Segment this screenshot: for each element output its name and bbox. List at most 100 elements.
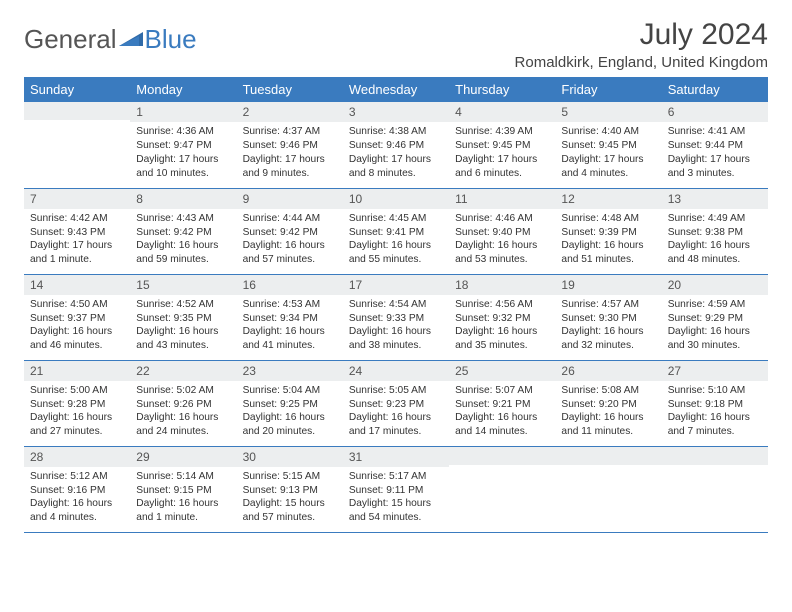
sunrise-text: Sunrise: 4:57 AM bbox=[561, 298, 655, 312]
day-content: Sunrise: 4:45 AMSunset: 9:41 PMDaylight:… bbox=[343, 209, 449, 271]
sunset-text: Sunset: 9:25 PM bbox=[243, 398, 337, 412]
day-number bbox=[555, 447, 661, 465]
day-number: 21 bbox=[24, 361, 130, 381]
sunrise-text: Sunrise: 4:54 AM bbox=[349, 298, 443, 312]
day-number: 28 bbox=[24, 447, 130, 467]
weekday-header: Wednesday bbox=[343, 77, 449, 102]
weekday-header: Monday bbox=[130, 77, 236, 102]
daylight-text: Daylight: 17 hours and 10 minutes. bbox=[136, 153, 230, 181]
daylight-text: Daylight: 16 hours and 55 minutes. bbox=[349, 239, 443, 267]
daylight-text: Daylight: 16 hours and 24 minutes. bbox=[136, 411, 230, 439]
calendar-day-cell: 18Sunrise: 4:56 AMSunset: 9:32 PMDayligh… bbox=[449, 274, 555, 360]
day-number bbox=[24, 102, 130, 120]
calendar-day-cell: 5Sunrise: 4:40 AMSunset: 9:45 PMDaylight… bbox=[555, 102, 661, 188]
daylight-text: Daylight: 16 hours and 17 minutes. bbox=[349, 411, 443, 439]
sunrise-text: Sunrise: 5:00 AM bbox=[30, 384, 124, 398]
daylight-text: Daylight: 16 hours and 41 minutes. bbox=[243, 325, 337, 353]
day-content: Sunrise: 4:52 AMSunset: 9:35 PMDaylight:… bbox=[130, 295, 236, 357]
day-number: 1 bbox=[130, 102, 236, 122]
weekday-header: Tuesday bbox=[237, 77, 343, 102]
sunrise-text: Sunrise: 4:59 AM bbox=[668, 298, 762, 312]
day-number: 16 bbox=[237, 275, 343, 295]
sunset-text: Sunset: 9:18 PM bbox=[668, 398, 762, 412]
day-content: Sunrise: 4:56 AMSunset: 9:32 PMDaylight:… bbox=[449, 295, 555, 357]
calendar-day-cell: 2Sunrise: 4:37 AMSunset: 9:46 PMDaylight… bbox=[237, 102, 343, 188]
sunset-text: Sunset: 9:21 PM bbox=[455, 398, 549, 412]
day-content: Sunrise: 4:37 AMSunset: 9:46 PMDaylight:… bbox=[237, 122, 343, 184]
calendar-day-cell: 8Sunrise: 4:43 AMSunset: 9:42 PMDaylight… bbox=[130, 188, 236, 274]
daylight-text: Daylight: 16 hours and 57 minutes. bbox=[243, 239, 337, 267]
day-number: 12 bbox=[555, 189, 661, 209]
day-number: 8 bbox=[130, 189, 236, 209]
sunset-text: Sunset: 9:37 PM bbox=[30, 312, 124, 326]
day-number: 17 bbox=[343, 275, 449, 295]
sunrise-text: Sunrise: 4:38 AM bbox=[349, 125, 443, 139]
sunrise-text: Sunrise: 4:37 AM bbox=[243, 125, 337, 139]
sunrise-text: Sunrise: 5:08 AM bbox=[561, 384, 655, 398]
day-content: Sunrise: 4:39 AMSunset: 9:45 PMDaylight:… bbox=[449, 122, 555, 184]
day-number: 13 bbox=[662, 189, 768, 209]
day-number: 4 bbox=[449, 102, 555, 122]
sunset-text: Sunset: 9:42 PM bbox=[136, 226, 230, 240]
day-content: Sunrise: 4:40 AMSunset: 9:45 PMDaylight:… bbox=[555, 122, 661, 184]
sunrise-text: Sunrise: 5:05 AM bbox=[349, 384, 443, 398]
day-content: Sunrise: 5:12 AMSunset: 9:16 PMDaylight:… bbox=[24, 467, 130, 529]
calendar-day-cell: 6Sunrise: 4:41 AMSunset: 9:44 PMDaylight… bbox=[662, 102, 768, 188]
sunrise-text: Sunrise: 4:49 AM bbox=[668, 212, 762, 226]
header: General Blue July 2024 Romaldkirk, Engla… bbox=[24, 18, 768, 71]
day-number: 11 bbox=[449, 189, 555, 209]
sunset-text: Sunset: 9:42 PM bbox=[243, 226, 337, 240]
calendar-day-cell: 11Sunrise: 4:46 AMSunset: 9:40 PMDayligh… bbox=[449, 188, 555, 274]
day-number: 10 bbox=[343, 189, 449, 209]
daylight-text: Daylight: 17 hours and 4 minutes. bbox=[561, 153, 655, 181]
day-number: 31 bbox=[343, 447, 449, 467]
calendar-day-cell: 28Sunrise: 5:12 AMSunset: 9:16 PMDayligh… bbox=[24, 446, 130, 532]
daylight-text: Daylight: 16 hours and 27 minutes. bbox=[30, 411, 124, 439]
daylight-text: Daylight: 16 hours and 7 minutes. bbox=[668, 411, 762, 439]
calendar-day-cell: 13Sunrise: 4:49 AMSunset: 9:38 PMDayligh… bbox=[662, 188, 768, 274]
calendar-week-row: 21Sunrise: 5:00 AMSunset: 9:28 PMDayligh… bbox=[24, 360, 768, 446]
sunset-text: Sunset: 9:13 PM bbox=[243, 484, 337, 498]
sunset-text: Sunset: 9:16 PM bbox=[30, 484, 124, 498]
day-number: 6 bbox=[662, 102, 768, 122]
sunset-text: Sunset: 9:45 PM bbox=[561, 139, 655, 153]
location-label: Romaldkirk, England, United Kingdom bbox=[515, 54, 768, 71]
sunset-text: Sunset: 9:32 PM bbox=[455, 312, 549, 326]
sunrise-text: Sunrise: 4:41 AM bbox=[668, 125, 762, 139]
day-content: Sunrise: 4:50 AMSunset: 9:37 PMDaylight:… bbox=[24, 295, 130, 357]
sunset-text: Sunset: 9:11 PM bbox=[349, 484, 443, 498]
sunrise-text: Sunrise: 4:52 AM bbox=[136, 298, 230, 312]
day-content: Sunrise: 4:36 AMSunset: 9:47 PMDaylight:… bbox=[130, 122, 236, 184]
day-number bbox=[449, 447, 555, 465]
calendar-day-cell: 29Sunrise: 5:14 AMSunset: 9:15 PMDayligh… bbox=[130, 446, 236, 532]
day-number: 3 bbox=[343, 102, 449, 122]
month-title: July 2024 bbox=[515, 18, 768, 52]
daylight-text: Daylight: 17 hours and 9 minutes. bbox=[243, 153, 337, 181]
weekday-header-row: Sunday Monday Tuesday Wednesday Thursday… bbox=[24, 77, 768, 102]
daylight-text: Daylight: 17 hours and 8 minutes. bbox=[349, 153, 443, 181]
calendar-day-cell bbox=[662, 446, 768, 532]
sunrise-text: Sunrise: 4:56 AM bbox=[455, 298, 549, 312]
sunrise-text: Sunrise: 4:43 AM bbox=[136, 212, 230, 226]
calendar-day-cell: 10Sunrise: 4:45 AMSunset: 9:41 PMDayligh… bbox=[343, 188, 449, 274]
day-number: 26 bbox=[555, 361, 661, 381]
sunrise-text: Sunrise: 5:17 AM bbox=[349, 470, 443, 484]
sunrise-text: Sunrise: 4:44 AM bbox=[243, 212, 337, 226]
sunrise-text: Sunrise: 4:50 AM bbox=[30, 298, 124, 312]
calendar-day-cell: 20Sunrise: 4:59 AMSunset: 9:29 PMDayligh… bbox=[662, 274, 768, 360]
sunset-text: Sunset: 9:47 PM bbox=[136, 139, 230, 153]
day-number: 24 bbox=[343, 361, 449, 381]
sunset-text: Sunset: 9:29 PM bbox=[668, 312, 762, 326]
sunrise-text: Sunrise: 4:53 AM bbox=[243, 298, 337, 312]
day-number: 9 bbox=[237, 189, 343, 209]
calendar-day-cell: 1Sunrise: 4:36 AMSunset: 9:47 PMDaylight… bbox=[130, 102, 236, 188]
sunset-text: Sunset: 9:41 PM bbox=[349, 226, 443, 240]
day-content: Sunrise: 4:38 AMSunset: 9:46 PMDaylight:… bbox=[343, 122, 449, 184]
calendar-week-row: 14Sunrise: 4:50 AMSunset: 9:37 PMDayligh… bbox=[24, 274, 768, 360]
calendar-day-cell: 12Sunrise: 4:48 AMSunset: 9:39 PMDayligh… bbox=[555, 188, 661, 274]
title-block: July 2024 Romaldkirk, England, United Ki… bbox=[515, 18, 768, 71]
sunset-text: Sunset: 9:38 PM bbox=[668, 226, 762, 240]
daylight-text: Daylight: 15 hours and 54 minutes. bbox=[349, 497, 443, 525]
day-content: Sunrise: 5:00 AMSunset: 9:28 PMDaylight:… bbox=[24, 381, 130, 443]
calendar-day-cell: 22Sunrise: 5:02 AMSunset: 9:26 PMDayligh… bbox=[130, 360, 236, 446]
